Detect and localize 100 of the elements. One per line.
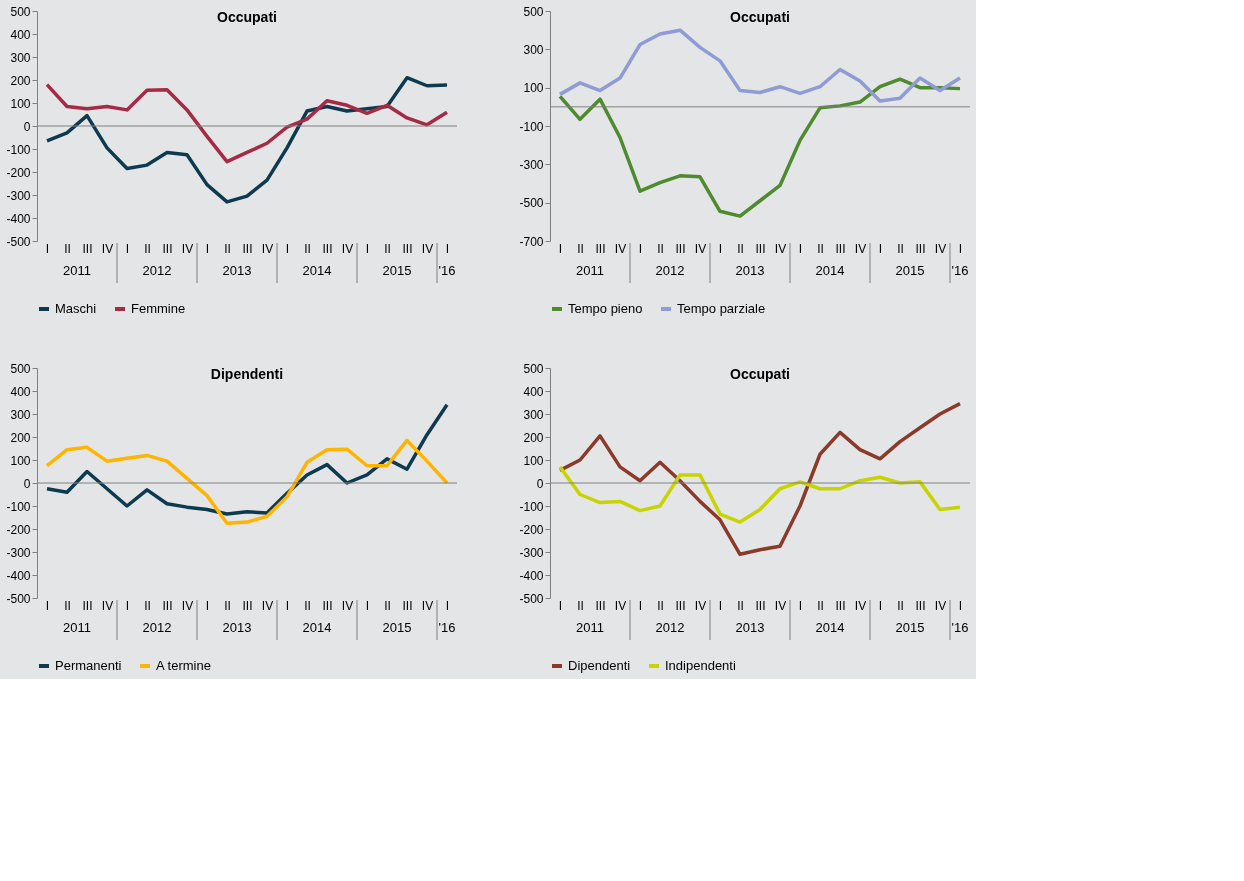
x-tick-label: III [322, 241, 333, 256]
x-tick-label: IV [694, 598, 707, 613]
text: 2011 [576, 620, 604, 635]
x-tick-label: II [817, 241, 824, 256]
y-tick-label: 100 [10, 453, 31, 468]
x-tick-label: IV [934, 598, 947, 613]
x-tick-label: II [64, 241, 71, 256]
x-tick-label: IV [854, 598, 867, 613]
y-tick-label: 500 [10, 4, 31, 19]
x-tick-label: II [384, 598, 391, 613]
text: 2012 [142, 620, 172, 635]
y-tick-label: 200 [523, 430, 544, 445]
x-tick-label: IV [181, 598, 194, 613]
x-tick-label: I [365, 241, 370, 256]
y-tick-label: 300 [10, 407, 31, 422]
x-tick-label: II [897, 598, 904, 613]
y-tick-label: 500 [523, 4, 544, 19]
x-tick-label: III [835, 241, 846, 256]
x-tick-label: IV [774, 598, 787, 613]
text: 2015 [382, 620, 412, 635]
y-tick-label: 0 [23, 476, 31, 491]
x-tick-label: II [577, 598, 584, 613]
x-tick-label: II [304, 241, 311, 256]
text: 2013 [222, 620, 252, 635]
x-tick-label: III [915, 598, 926, 613]
x-tick-label: II [897, 241, 904, 256]
x-tick-label: III [242, 598, 253, 613]
text: 2014 [815, 620, 845, 635]
x-tick-label: I [558, 241, 563, 256]
x-tick-label: I [205, 241, 210, 256]
x-tick-label: II [224, 241, 231, 256]
text: 2014 [302, 263, 332, 278]
x-tick-label: I [638, 241, 643, 256]
x-tick-label: I [205, 598, 210, 613]
legend-label: Femmine [131, 301, 186, 316]
y-tick-label: -300 [519, 545, 544, 560]
y-tick-label: -300 [6, 545, 31, 560]
text: 2013 [735, 263, 765, 278]
y-tick-label: 100 [10, 96, 31, 111]
text: '16 [951, 263, 969, 278]
x-tick-label: IV [101, 241, 114, 256]
y-tick-label: 200 [10, 430, 31, 445]
x-tick-label: I [558, 598, 563, 613]
y-tick-label: -200 [519, 522, 544, 537]
x-tick-label: I [638, 598, 643, 613]
x-tick-label: III [755, 598, 766, 613]
y-tick-label: 500 [523, 361, 544, 376]
legend-label: A termine [156, 658, 211, 673]
x-tick-label: I [878, 598, 883, 613]
y-tick-label: 300 [523, 407, 544, 422]
x-tick-label: II [384, 241, 391, 256]
x-tick-label: IV [694, 241, 707, 256]
x-tick-label: I [125, 598, 130, 613]
text: 2011 [63, 263, 91, 278]
y-tick-label: 300 [523, 42, 544, 57]
x-tick-label: IV [181, 241, 194, 256]
x-tick-label: I [958, 598, 963, 613]
y-tick-label: -100 [519, 119, 544, 134]
x-tick-label: I [718, 241, 723, 256]
x-tick-label: I [125, 241, 130, 256]
y-tick-label: -500 [6, 234, 31, 249]
x-tick-label: II [817, 598, 824, 613]
y-tick-label: -300 [519, 157, 544, 172]
y-tick-label: -100 [519, 499, 544, 514]
y-tick-label: 0 [536, 476, 544, 491]
y-tick-label: -500 [519, 196, 544, 211]
x-tick-label: III [242, 241, 253, 256]
y-tick-label: 400 [10, 384, 31, 399]
x-tick-label: I [445, 598, 450, 613]
y-tick-label: -700 [519, 234, 544, 249]
x-tick-label: I [718, 598, 723, 613]
legend-label: Tempo parziale [677, 301, 766, 316]
x-tick-label: II [64, 598, 71, 613]
chart-title: Occupati [730, 366, 790, 382]
x-tick-label: III [162, 598, 173, 613]
x-tick-label: III [675, 241, 686, 256]
y-tick-label: -300 [6, 188, 31, 203]
y-tick-label: -100 [6, 142, 31, 157]
x-tick-label: II [144, 241, 151, 256]
legend-label: Maschi [55, 301, 97, 316]
x-tick-label: IV [341, 241, 354, 256]
x-tick-label: III [322, 598, 333, 613]
x-tick-label: I [285, 598, 290, 613]
x-tick-label: II [144, 598, 151, 613]
x-tick-label: I [285, 241, 290, 256]
x-tick-label: III [755, 241, 766, 256]
y-tick-label: -400 [6, 568, 31, 583]
x-tick-label: II [737, 598, 744, 613]
x-tick-label: II [304, 598, 311, 613]
legend-label: Tempo pieno [568, 301, 643, 316]
x-tick-label: IV [614, 598, 627, 613]
legend-label: Permanenti [55, 658, 122, 673]
text: '16 [951, 620, 969, 635]
text: 2011 [576, 263, 604, 278]
x-tick-label: II [657, 598, 664, 613]
chart-title: Occupati [730, 9, 790, 25]
text: 2013 [222, 263, 252, 278]
x-tick-label: I [798, 598, 803, 613]
x-tick-label: IV [101, 598, 114, 613]
x-tick-label: IV [854, 241, 867, 256]
